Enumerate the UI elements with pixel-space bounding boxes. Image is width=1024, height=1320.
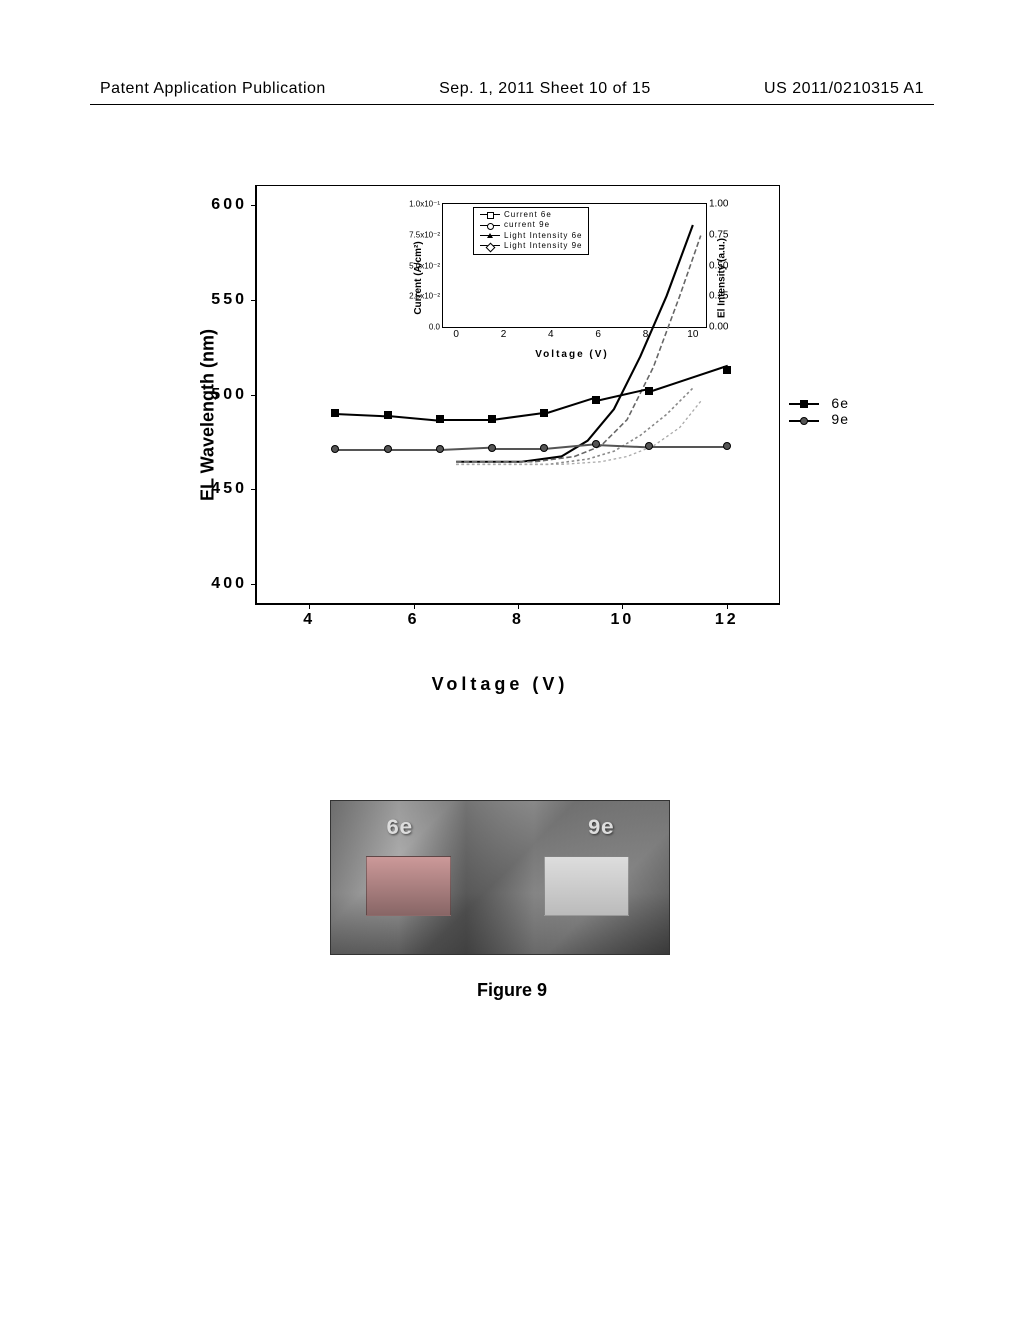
header-left: Patent Application Publication — [100, 80, 326, 98]
series-line — [388, 449, 440, 451]
y-tick-label: 500 — [211, 386, 247, 404]
data-point — [723, 442, 731, 450]
x-tick-label: 8 — [512, 611, 524, 629]
data-point — [592, 396, 600, 404]
inset-y2-tick-label: 0.50 — [709, 260, 728, 271]
series-line — [335, 413, 387, 417]
inset-x-tick-label: 2 — [501, 329, 507, 340]
data-point — [645, 442, 653, 450]
series-line — [387, 415, 439, 422]
photo-panel-6e — [366, 856, 451, 916]
inset-x-tick-label: 0 — [453, 329, 459, 340]
y-tick — [251, 489, 257, 490]
data-point — [488, 444, 496, 452]
photo-label-9e: 9e — [588, 816, 614, 841]
photo-panel-9e — [544, 856, 629, 916]
inset-y-tick-label: 1.0x10⁻¹ — [409, 200, 440, 209]
x-tick — [727, 603, 728, 609]
inset-y-tick-label: 7.5x10⁻² — [409, 230, 440, 239]
legend-line-6e — [789, 403, 819, 405]
experiment-photo: 6e 9e — [330, 800, 670, 955]
inset-plot-area: Current 6ecurrent 9eLight Intensity 6eLi… — [442, 203, 707, 328]
x-tick — [414, 603, 415, 609]
y-tick — [251, 395, 257, 396]
inset-y2-label: El Intensity (a.u.) — [716, 238, 727, 318]
inset-y2-tick-label: 1.00 — [709, 199, 728, 210]
y-tick — [251, 300, 257, 301]
y-tick-label: 450 — [211, 480, 247, 498]
inset-y-tick-label: 0.0 — [429, 323, 440, 332]
x-axis-label: Voltage (V) — [432, 674, 569, 695]
series-line — [335, 449, 387, 451]
x-tick-label: 4 — [303, 611, 315, 629]
data-point — [540, 409, 548, 417]
x-tick — [622, 603, 623, 609]
inset-x-tick-label: 8 — [643, 329, 649, 340]
header-center: Sep. 1, 2011 Sheet 10 of 15 — [439, 80, 651, 98]
data-point — [436, 445, 444, 453]
x-tick — [518, 603, 519, 609]
data-point — [592, 440, 600, 448]
data-point — [384, 411, 392, 419]
legend-9e-label: 9e — [831, 411, 849, 427]
inset-x-tick-label: 10 — [687, 329, 698, 340]
data-point — [540, 444, 548, 452]
legend-6e-label: 6e — [831, 395, 849, 411]
inset-x-tick-label: 4 — [548, 329, 554, 340]
y-tick — [251, 205, 257, 206]
inset-y2-tick-label: 0.00 — [709, 322, 728, 333]
data-point — [488, 415, 496, 423]
series-line — [440, 419, 492, 421]
inset-y-tick-label: 2.5x10⁻² — [409, 292, 440, 301]
inset-chart: Current (A/cm²) El Intensity (a.u.) Volt… — [387, 198, 757, 358]
data-point — [384, 445, 392, 453]
inset-y-label: Current (A/cm²) — [413, 241, 424, 314]
y-tick-label: 600 — [211, 196, 247, 214]
data-point — [723, 366, 731, 374]
header-right: US 2011/0210315 A1 — [764, 80, 924, 98]
inset-curves — [443, 204, 706, 467]
inset-y2-tick-label: 0.75 — [709, 229, 728, 240]
circle-marker-icon — [800, 417, 808, 425]
x-tick — [309, 603, 310, 609]
square-marker-icon — [800, 400, 808, 408]
y-tick-label: 550 — [211, 291, 247, 309]
inset-x-tick-label: 6 — [595, 329, 601, 340]
data-point — [645, 387, 653, 395]
series-line — [492, 448, 544, 450]
legend-line-9e — [789, 420, 819, 422]
data-point — [331, 409, 339, 417]
y-tick-label: 400 — [211, 575, 247, 593]
series-line — [649, 446, 727, 448]
data-point — [436, 415, 444, 423]
photo-label-6e: 6e — [386, 816, 412, 841]
y-tick — [251, 584, 257, 585]
plot-area: Current (A/cm²) El Intensity (a.u.) Volt… — [255, 185, 780, 605]
inset-y-tick-label: 5.0x10⁻² — [409, 261, 440, 270]
figure-caption: Figure 9 — [477, 980, 547, 1001]
x-tick-label: 10 — [610, 611, 634, 629]
header-rule — [90, 104, 934, 105]
inset-y2-tick-label: 0.25 — [709, 291, 728, 302]
main-chart: EL Wavelength (nm) Voltage (V) Current (… — [180, 185, 820, 645]
data-point — [331, 445, 339, 453]
y-axis-label: EL Wavelength (nm) — [198, 329, 219, 501]
page-header: Patent Application Publication Sep. 1, 2… — [0, 80, 1024, 98]
x-tick-label: 6 — [408, 611, 420, 629]
x-tick-label: 12 — [715, 611, 739, 629]
